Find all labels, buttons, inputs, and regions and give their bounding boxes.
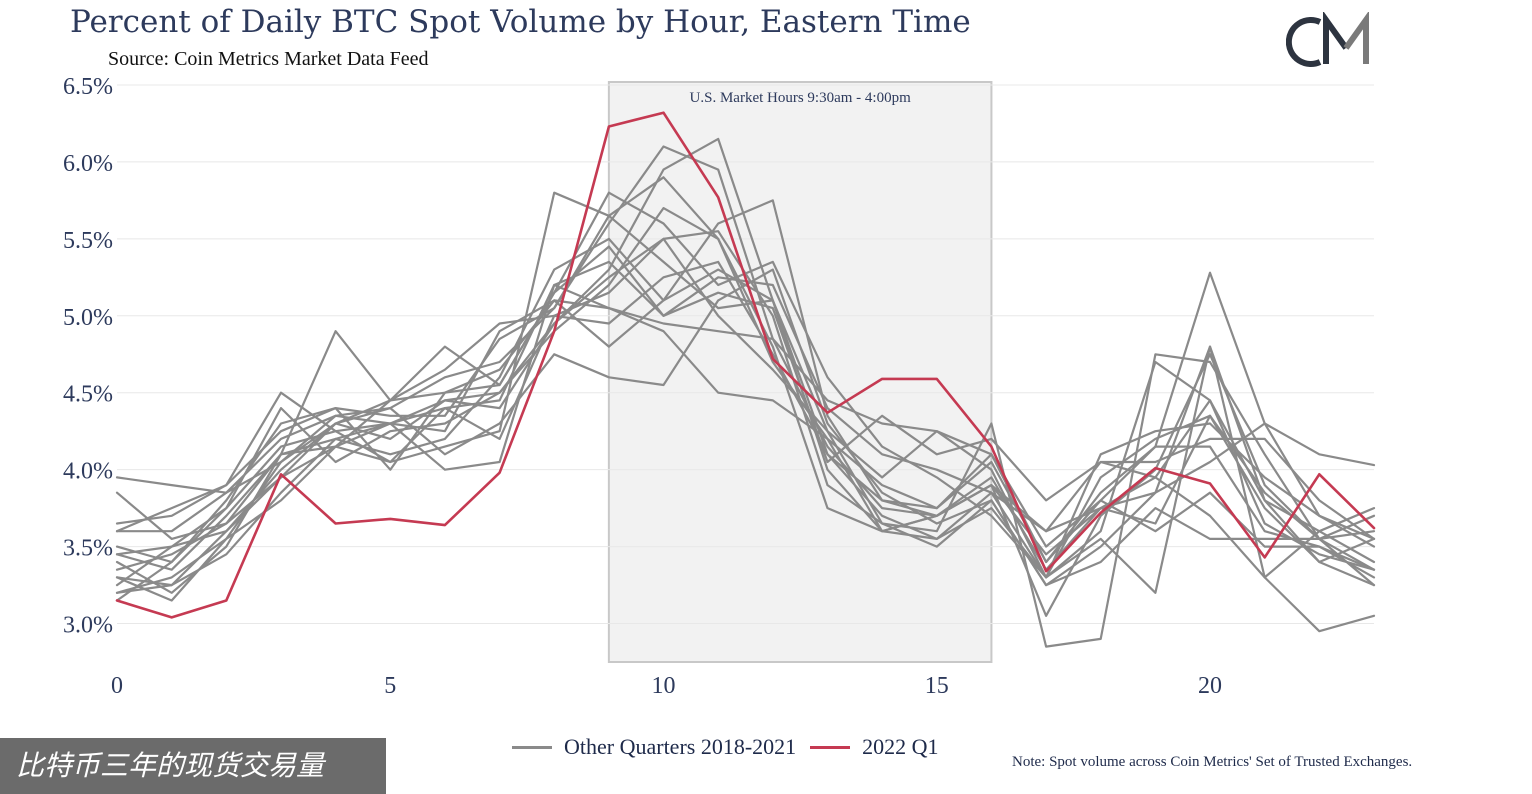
legend: Other Quarters 2018-2021 2022 Q1 — [512, 734, 953, 760]
legend-swatch-other — [512, 745, 552, 749]
y-tick-label: 6.5% — [63, 74, 113, 100]
y-tick-label: 6.0% — [63, 151, 113, 177]
y-tick-label: 3.0% — [63, 613, 113, 639]
legend-swatch-current — [810, 745, 851, 749]
y-tick-label: 3.5% — [63, 536, 113, 562]
market-hours-annotation: U.S. Market Hours 9:30am - 4:00pm — [690, 90, 912, 106]
coin-metrics-logo: CM — [1286, 12, 1369, 67]
y-tick-label: 4.0% — [63, 459, 113, 485]
y-tick-label: 5.5% — [63, 228, 113, 254]
legend-item-other: Other Quarters 2018-2021 — [512, 734, 796, 760]
chart-subtitle: Source: Coin Metrics Market Data Feed — [108, 48, 429, 70]
y-tick-label: 4.5% — [63, 382, 113, 408]
legend-item-current: 2022 Q1 — [810, 734, 939, 760]
series-line-other-quarter — [115, 271, 1376, 571]
series-line-2022-q1 — [115, 111, 1376, 619]
legend-label-current: 2022 Q1 — [862, 734, 939, 759]
series-line-other-quarter — [115, 214, 1376, 587]
series-line-other-quarter — [115, 283, 1376, 571]
chart-title: Percent of Daily BTC Spot Volume by Hour… — [70, 4, 971, 40]
x-tick-label: 10 — [652, 673, 676, 699]
line-chart: U.S. Market Hours 9:30am - 4:00pm 3.0% 3.… — [63, 74, 1376, 699]
legend-label-other: Other Quarters 2018-2021 — [564, 734, 797, 759]
watermark-caption: 比特币三年的现货交易量 — [0, 738, 386, 794]
series-line-other-quarter — [115, 199, 1376, 594]
series-line-other-quarter — [115, 260, 1376, 579]
series-line-other-quarter — [115, 207, 1376, 602]
x-tick-label: 5 — [384, 673, 396, 699]
x-tick-label: 20 — [1198, 673, 1222, 699]
x-tick-label: 15 — [925, 673, 949, 699]
x-tick-label: 0 — [111, 673, 123, 699]
market-hours-region — [607, 81, 993, 663]
series-line-other-quarter — [115, 268, 1376, 633]
series-line-other-quarter — [115, 237, 1376, 579]
footnote: Note: Spot volume across Coin Metrics' S… — [1012, 754, 1413, 770]
y-tick-label: 5.0% — [63, 305, 113, 331]
